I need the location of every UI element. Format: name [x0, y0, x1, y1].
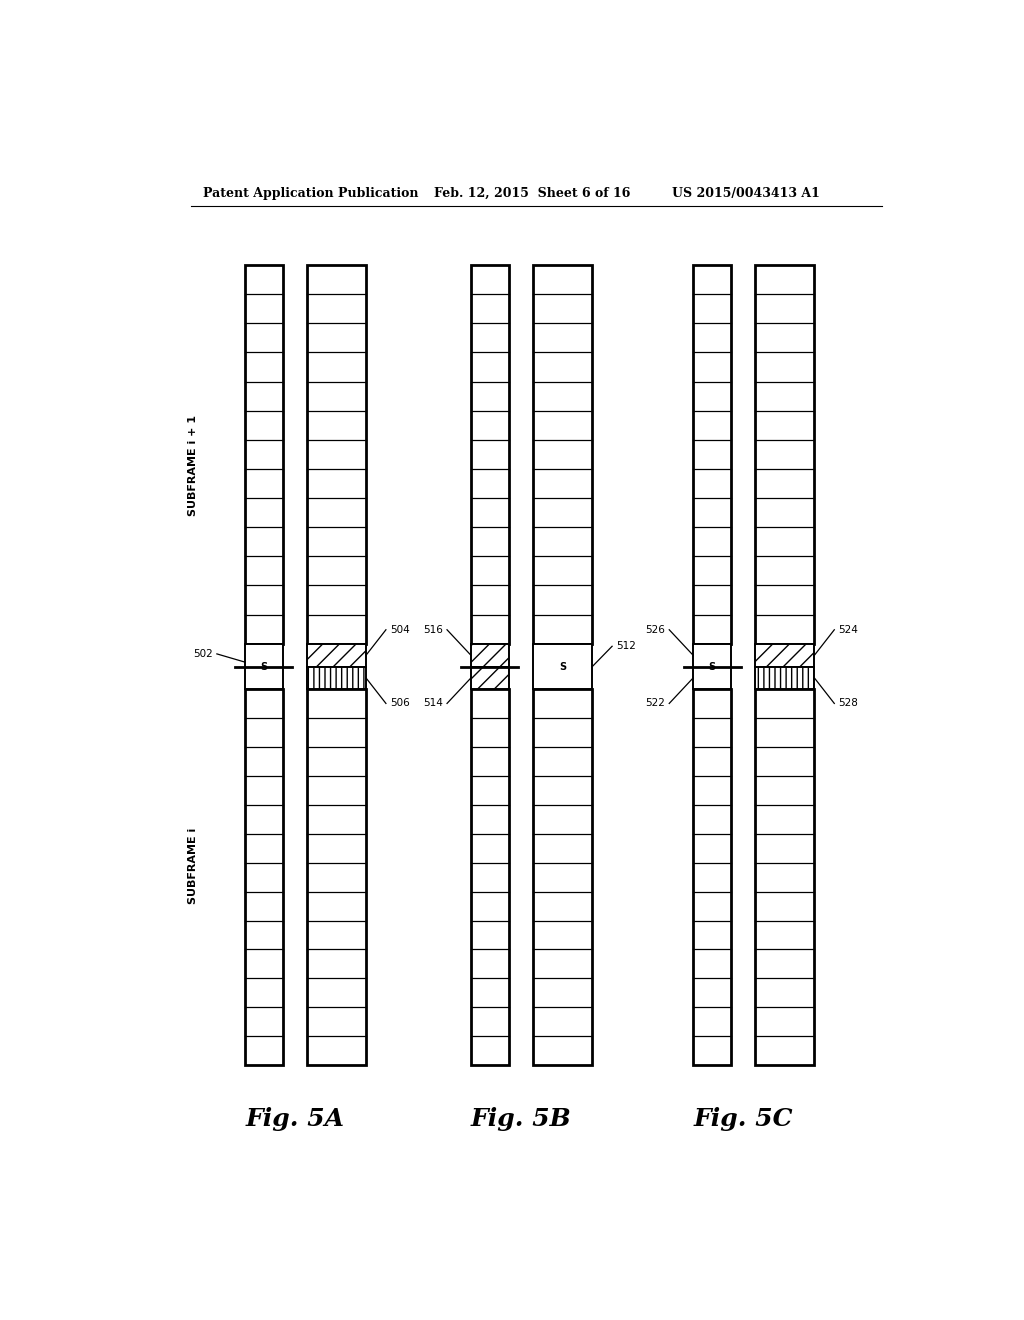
Bar	[532, 689, 592, 1065]
Text: Fig. 5C: Fig. 5C	[693, 1107, 793, 1131]
Bar	[245, 644, 283, 689]
Text: 524: 524	[839, 624, 858, 635]
Bar	[471, 644, 509, 667]
Bar	[306, 689, 366, 1065]
Text: 502: 502	[194, 649, 213, 659]
Bar	[755, 667, 814, 689]
Bar	[471, 265, 509, 644]
Text: 504: 504	[390, 624, 410, 635]
Text: 514: 514	[423, 698, 443, 709]
Text: US 2015/0043413 A1: US 2015/0043413 A1	[672, 187, 819, 199]
Bar	[532, 644, 592, 689]
Text: 526: 526	[645, 624, 666, 635]
Text: 522: 522	[645, 698, 666, 709]
Bar	[755, 265, 814, 644]
Bar	[245, 265, 283, 644]
Text: 516: 516	[423, 624, 443, 635]
Text: 512: 512	[616, 642, 636, 651]
Text: S: S	[709, 661, 716, 672]
Bar	[471, 689, 509, 1065]
Text: S: S	[559, 661, 566, 672]
Bar	[306, 667, 366, 689]
Text: Fig. 5B: Fig. 5B	[470, 1107, 571, 1131]
Text: Patent Application Publication: Patent Application Publication	[204, 187, 419, 199]
Bar	[306, 265, 366, 644]
Text: S: S	[260, 661, 267, 672]
Text: SUBFRAME i + 1: SUBFRAME i + 1	[188, 416, 198, 516]
Text: Feb. 12, 2015  Sheet 6 of 16: Feb. 12, 2015 Sheet 6 of 16	[433, 187, 630, 199]
Text: SUBFRAME i: SUBFRAME i	[188, 828, 198, 904]
Bar	[693, 689, 731, 1065]
Bar	[693, 265, 731, 644]
Bar	[755, 689, 814, 1065]
Bar	[693, 644, 731, 689]
Bar	[471, 667, 509, 689]
Bar	[245, 689, 283, 1065]
Bar	[532, 265, 592, 644]
Bar	[306, 644, 366, 667]
Text: 506: 506	[390, 698, 410, 709]
Text: 528: 528	[839, 698, 858, 709]
Text: Fig. 5A: Fig. 5A	[245, 1107, 344, 1131]
Bar	[755, 644, 814, 667]
